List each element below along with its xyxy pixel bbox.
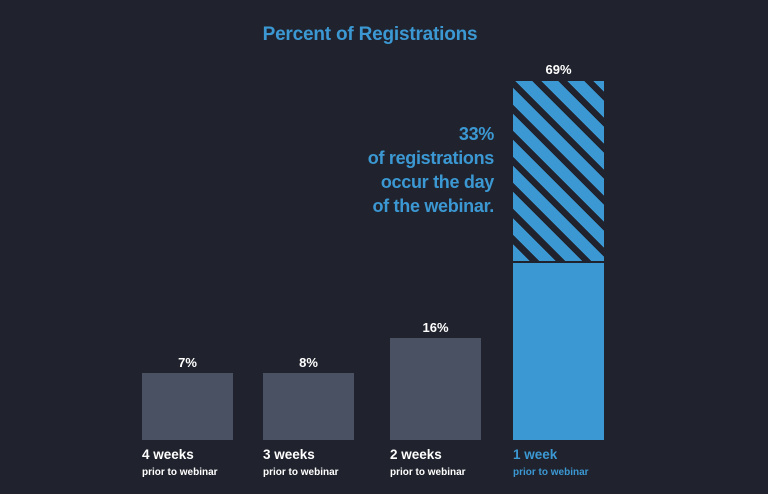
category-sublabel: prior to webinar <box>142 467 218 478</box>
bar-1-week <box>513 81 604 440</box>
bar-4-weeks <box>142 373 233 440</box>
bar-3-weeks <box>263 373 354 440</box>
annotation-callout: 33% of registrations occur the day of th… <box>367 122 495 218</box>
category-label: 3 weeks <box>263 447 315 462</box>
bar-value-label: 16% <box>422 320 449 335</box>
category-label: 4 weeks <box>142 447 194 462</box>
category-label: 2 weeks <box>390 447 442 462</box>
category-label: 1 week <box>513 447 558 462</box>
chart-title: Percent of Registrations <box>262 24 478 45</box>
annotation-line: of the webinar. <box>372 196 494 216</box>
bar-value-label: 7% <box>178 355 197 370</box>
bar-value-label: 69% <box>545 62 572 77</box>
category-sublabel: prior to webinar <box>263 467 339 478</box>
bar-value-label: 8% <box>299 355 318 370</box>
striped-segment-day-of-webinar <box>513 81 604 263</box>
category-sublabel: prior to webinar <box>390 467 466 478</box>
annotation-percent: 33% <box>458 124 494 144</box>
category-sublabel: prior to webinar <box>513 467 589 478</box>
annotation-line: of registrations <box>367 148 495 168</box>
bar-2-weeks <box>390 338 481 440</box>
annotation-line: occur the day <box>380 172 494 192</box>
